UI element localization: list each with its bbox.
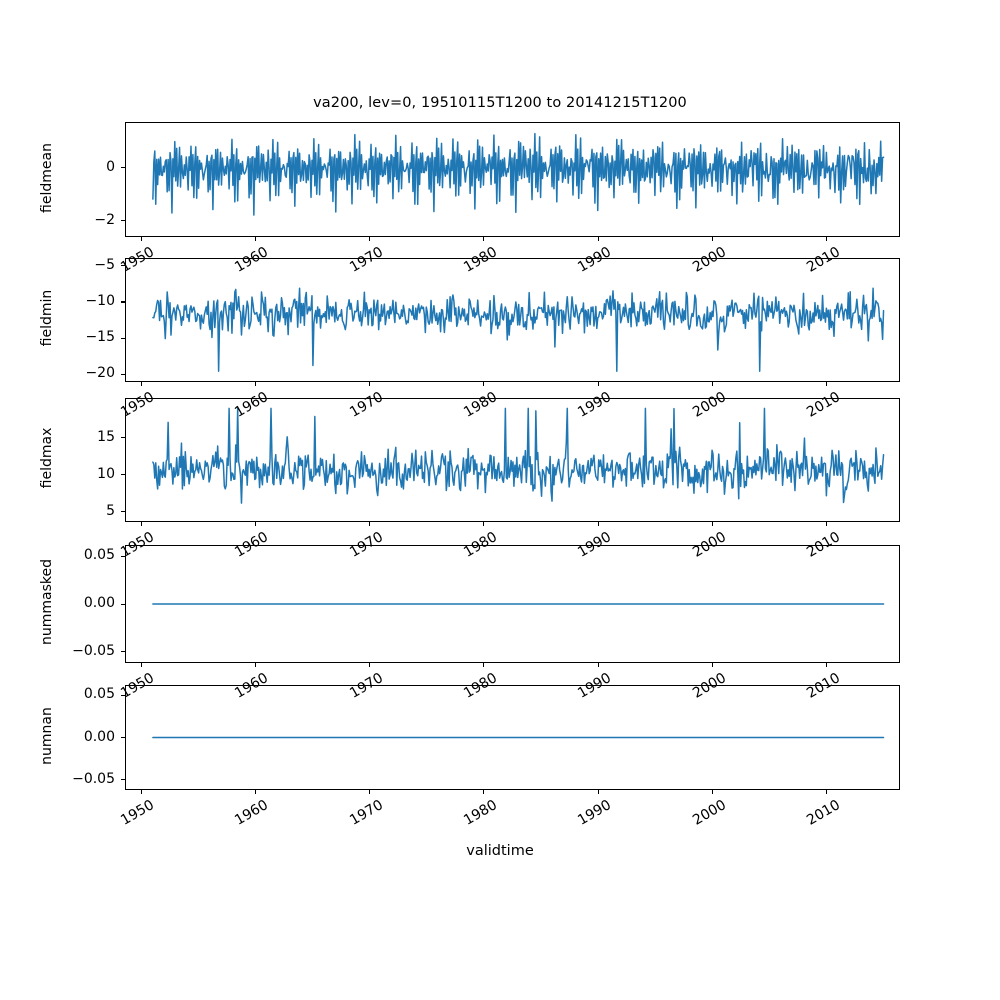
x-tick-mark <box>712 382 714 386</box>
x-tick-mark <box>483 790 485 794</box>
series-line-fieldmax <box>152 407 885 504</box>
y-tick-label: 0.05 <box>83 547 115 564</box>
y-tick-mark <box>121 167 125 169</box>
x-axis-label: validtime <box>466 843 534 859</box>
subplot-fieldmax <box>125 398 900 522</box>
y-tick-mark <box>121 737 125 739</box>
x-tick-mark <box>597 790 599 794</box>
x-tick-mark <box>597 382 599 386</box>
y-tick-label: −0.05 <box>72 642 115 659</box>
x-tick-mark <box>483 663 485 667</box>
x-tick-mark <box>254 522 256 526</box>
x-tick-mark <box>826 663 828 667</box>
x-tick-mark <box>712 237 714 241</box>
y-tick-mark <box>121 694 125 696</box>
x-tick-mark <box>712 522 714 526</box>
x-tick-mark <box>826 522 828 526</box>
x-tick-mark <box>369 382 371 386</box>
subplot-fieldmin <box>125 258 900 382</box>
x-tick-mark <box>254 663 256 667</box>
x-tick-mark <box>140 663 142 667</box>
y-tick-mark <box>121 511 125 513</box>
series-line-fieldmin <box>152 287 885 372</box>
y-tick-mark <box>121 337 125 339</box>
x-tick-mark <box>712 790 714 794</box>
x-tick-mark <box>597 663 599 667</box>
x-tick-mark <box>369 237 371 241</box>
y-tick-label: 0.05 <box>83 686 115 703</box>
y-tick-label: 5 <box>106 502 115 519</box>
y-tick-mark <box>121 301 125 303</box>
y-tick-mark <box>121 474 125 476</box>
y-tick-label: 0.00 <box>83 728 115 745</box>
y-tick-label: 0.00 <box>83 595 115 611</box>
series-line-nummasked <box>152 603 885 605</box>
x-tick-mark <box>140 382 142 386</box>
y-tick-mark <box>121 437 125 439</box>
y-tick-mark <box>121 265 125 267</box>
series-line-fieldmean <box>152 132 885 216</box>
x-tick-mark <box>826 382 828 386</box>
series-line-numnan <box>152 736 885 739</box>
axes-frame-fieldmax <box>125 398 900 522</box>
x-tick-mark <box>597 522 599 526</box>
x-tick-mark <box>369 790 371 794</box>
y-tick-mark <box>121 555 125 557</box>
y-tick-label: −10 <box>85 292 115 309</box>
figure-title: va200, lev=0, 19510115T1200 to 20141215T… <box>313 95 687 111</box>
y-tick-label: 0 <box>106 158 115 175</box>
x-tick-mark <box>254 382 256 386</box>
x-tick-mark <box>483 382 485 386</box>
y-tick-label: −0.05 <box>72 770 115 787</box>
x-tick-mark <box>140 790 142 794</box>
x-tick-mark <box>369 663 371 667</box>
y-tick-mark <box>121 651 125 653</box>
y-tick-mark <box>121 779 125 781</box>
x-tick-mark <box>254 237 256 241</box>
x-tick-mark <box>826 790 828 794</box>
x-tick-mark <box>483 522 485 526</box>
x-tick-mark <box>483 237 485 241</box>
x-tick-mark <box>369 522 371 526</box>
y-tick-mark <box>121 220 125 222</box>
x-tick-mark <box>712 663 714 667</box>
x-tick-mark <box>597 237 599 241</box>
y-tick-label: −2 <box>94 211 115 228</box>
y-tick-label: −5 <box>94 256 115 273</box>
y-tick-label: 15 <box>97 428 115 445</box>
y-tick-mark <box>121 373 125 375</box>
x-tick-mark <box>826 237 828 241</box>
y-tick-mark <box>121 603 125 605</box>
y-tick-label: 10 <box>97 465 115 482</box>
subplot-numnan <box>125 685 900 790</box>
subplot-nummasked <box>125 545 900 663</box>
y-axis-label-numnan: numnan <box>39 706 55 765</box>
x-tick-mark <box>140 522 142 526</box>
subplot-fieldmean <box>125 122 900 237</box>
x-tick-mark <box>254 790 256 794</box>
y-tick-label: −20 <box>85 365 115 382</box>
x-tick-mark <box>140 237 142 241</box>
y-tick-label: −15 <box>85 329 115 346</box>
